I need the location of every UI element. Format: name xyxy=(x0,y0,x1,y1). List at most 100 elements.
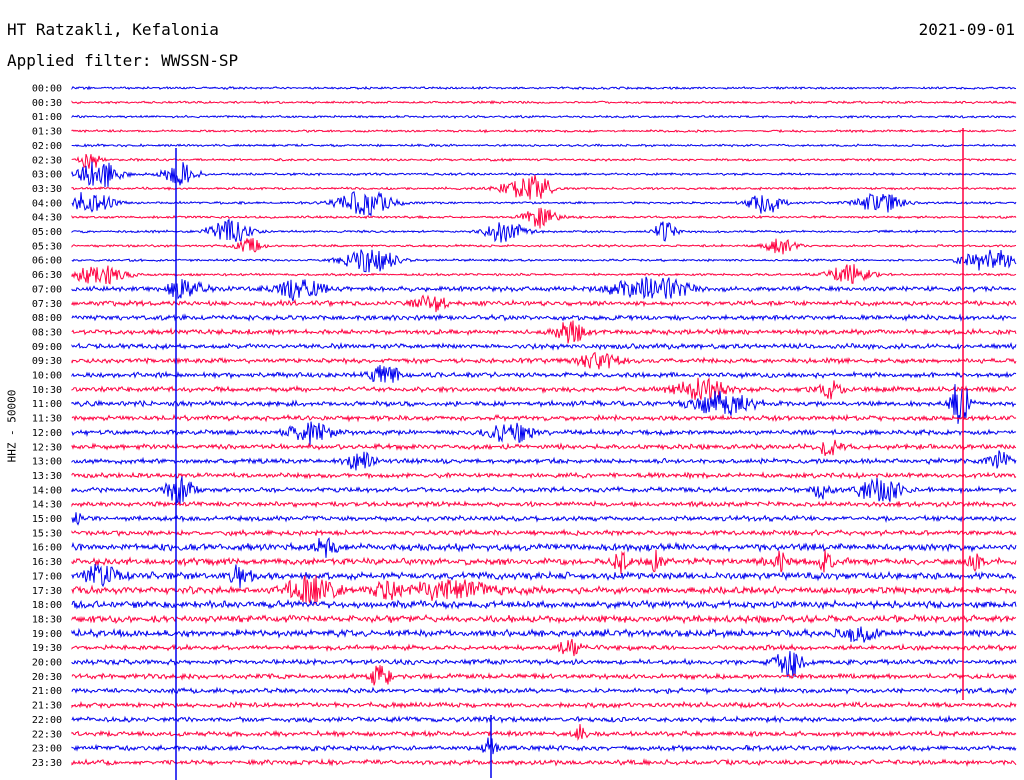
trace-line xyxy=(71,537,1017,558)
trace-line xyxy=(71,500,1017,509)
row-time-label: 01:00 xyxy=(32,112,62,123)
trace-line xyxy=(71,450,1017,471)
trace-line xyxy=(71,249,1017,273)
trace-line xyxy=(71,351,1017,370)
row-time-label: 19:30 xyxy=(32,643,62,654)
filter-label: Applied filter: WWSSN-SP xyxy=(7,51,239,70)
row-time-label: 07:00 xyxy=(32,284,62,295)
trace-line xyxy=(71,191,1017,218)
trace-line xyxy=(71,686,1017,696)
trace-line xyxy=(71,364,1017,383)
row-time-label: 13:00 xyxy=(32,457,62,468)
row-time-label: 17:00 xyxy=(32,571,62,582)
trace-line xyxy=(71,723,1017,741)
date-label: 2021-09-01 xyxy=(918,20,1015,39)
trace-line xyxy=(71,638,1017,657)
row-time-label: 22:00 xyxy=(32,715,62,726)
row-time-label: 21:30 xyxy=(32,701,62,712)
row-time-label: 09:30 xyxy=(32,356,62,367)
row-time-label: 15:00 xyxy=(32,514,62,525)
row-time-label: 18:00 xyxy=(32,600,62,611)
row-time-label: 02:00 xyxy=(32,141,62,152)
trace-line xyxy=(71,575,1017,605)
row-time-label: 16:30 xyxy=(32,557,62,568)
row-time-label: 15:30 xyxy=(32,528,62,539)
trace-line xyxy=(71,377,1017,400)
trace-line xyxy=(71,313,1017,322)
row-time-label: 00:30 xyxy=(32,98,62,109)
row-time-label: 04:30 xyxy=(32,213,62,224)
row-time-label: 13:30 xyxy=(32,471,62,482)
trace-line xyxy=(71,161,1017,188)
row-time-label: 12:30 xyxy=(32,442,62,453)
row-time-label: 11:30 xyxy=(32,414,62,425)
trace-line xyxy=(71,238,1017,255)
trace-line xyxy=(71,626,1017,643)
row-time-label: 01:30 xyxy=(32,127,62,138)
trace-line xyxy=(71,439,1017,456)
trace-line xyxy=(71,384,1017,424)
trace-line xyxy=(71,421,1017,445)
trace-line xyxy=(71,128,1017,134)
trace-line xyxy=(71,471,1017,480)
trace-line xyxy=(71,528,1017,537)
trace-line xyxy=(71,563,1017,589)
trace-line xyxy=(71,153,1017,169)
row-time-label: 23:30 xyxy=(32,758,62,769)
trace-line xyxy=(71,341,1017,351)
trace-line xyxy=(71,114,1017,119)
row-time-label: 08:00 xyxy=(32,313,62,324)
trace-line xyxy=(71,757,1017,768)
row-time-label: 23:00 xyxy=(32,744,62,755)
row-time-label: 19:00 xyxy=(32,629,62,640)
trace-line xyxy=(71,276,1017,302)
trace-line xyxy=(71,737,1017,755)
trace-line xyxy=(71,207,1017,229)
row-time-label: 14:00 xyxy=(32,485,62,496)
trace-line xyxy=(71,413,1017,423)
row-time-label: 17:30 xyxy=(32,586,62,597)
row-time-label: 04:00 xyxy=(32,198,62,209)
row-time-label: 14:30 xyxy=(32,500,62,511)
trace-line xyxy=(71,651,1017,678)
trace-line xyxy=(71,512,1017,526)
trace-line xyxy=(71,294,1017,313)
trace-line xyxy=(71,264,1017,285)
trace-line xyxy=(71,143,1017,148)
trace-line xyxy=(71,613,1017,625)
trace-line xyxy=(71,218,1017,243)
trace-line xyxy=(71,174,1017,200)
row-time-label: 06:30 xyxy=(32,270,62,281)
row-time-label: 09:00 xyxy=(32,342,62,353)
row-time-label: 03:00 xyxy=(32,170,62,181)
trace-line xyxy=(71,549,1017,575)
station-title: HT Ratzakli, Kefalonia xyxy=(7,20,219,39)
row-time-label: 08:30 xyxy=(32,327,62,338)
trace-line xyxy=(71,99,1017,105)
row-time-label: 18:30 xyxy=(32,614,62,625)
row-time-label: 07:30 xyxy=(32,299,62,310)
row-time-label: 11:00 xyxy=(32,399,62,410)
row-time-label: 22:30 xyxy=(32,729,62,740)
row-time-label: 20:30 xyxy=(32,672,62,683)
row-time-label: 00:00 xyxy=(32,84,62,95)
trace-line xyxy=(71,714,1017,724)
row-time-label: 20:00 xyxy=(32,658,62,669)
row-time-label: 05:30 xyxy=(32,241,62,252)
row-time-label: 03:30 xyxy=(32,184,62,195)
row-time-label: 10:30 xyxy=(32,385,62,396)
row-time-label: 16:00 xyxy=(32,543,62,554)
trace-line xyxy=(71,85,1017,91)
row-time-label: 06:00 xyxy=(32,256,62,267)
trace-line xyxy=(71,700,1017,710)
trace-line xyxy=(71,665,1017,686)
row-time-label: 10:00 xyxy=(32,371,62,382)
trace-line xyxy=(71,476,1017,505)
row-time-label: 05:00 xyxy=(32,227,62,238)
row-time-label: 21:00 xyxy=(32,686,62,697)
row-time-label: 02:30 xyxy=(32,155,62,166)
trace-line xyxy=(71,598,1017,611)
row-time-label: 12:00 xyxy=(32,428,62,439)
trace-line xyxy=(71,320,1017,344)
